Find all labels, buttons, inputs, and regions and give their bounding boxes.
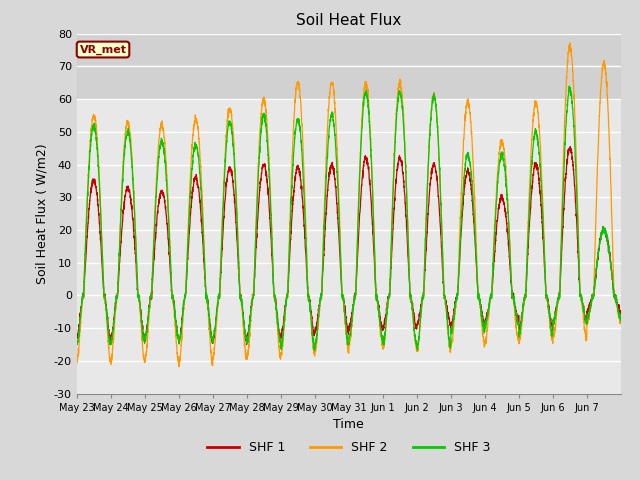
Text: VR_met: VR_met [79,44,127,55]
X-axis label: Time: Time [333,418,364,431]
Title: Soil Heat Flux: Soil Heat Flux [296,13,401,28]
Y-axis label: Soil Heat Flux ( W/m2): Soil Heat Flux ( W/m2) [35,144,48,284]
Legend: SHF 1, SHF 2, SHF 3: SHF 1, SHF 2, SHF 3 [202,436,495,459]
Bar [77,34,621,99]
